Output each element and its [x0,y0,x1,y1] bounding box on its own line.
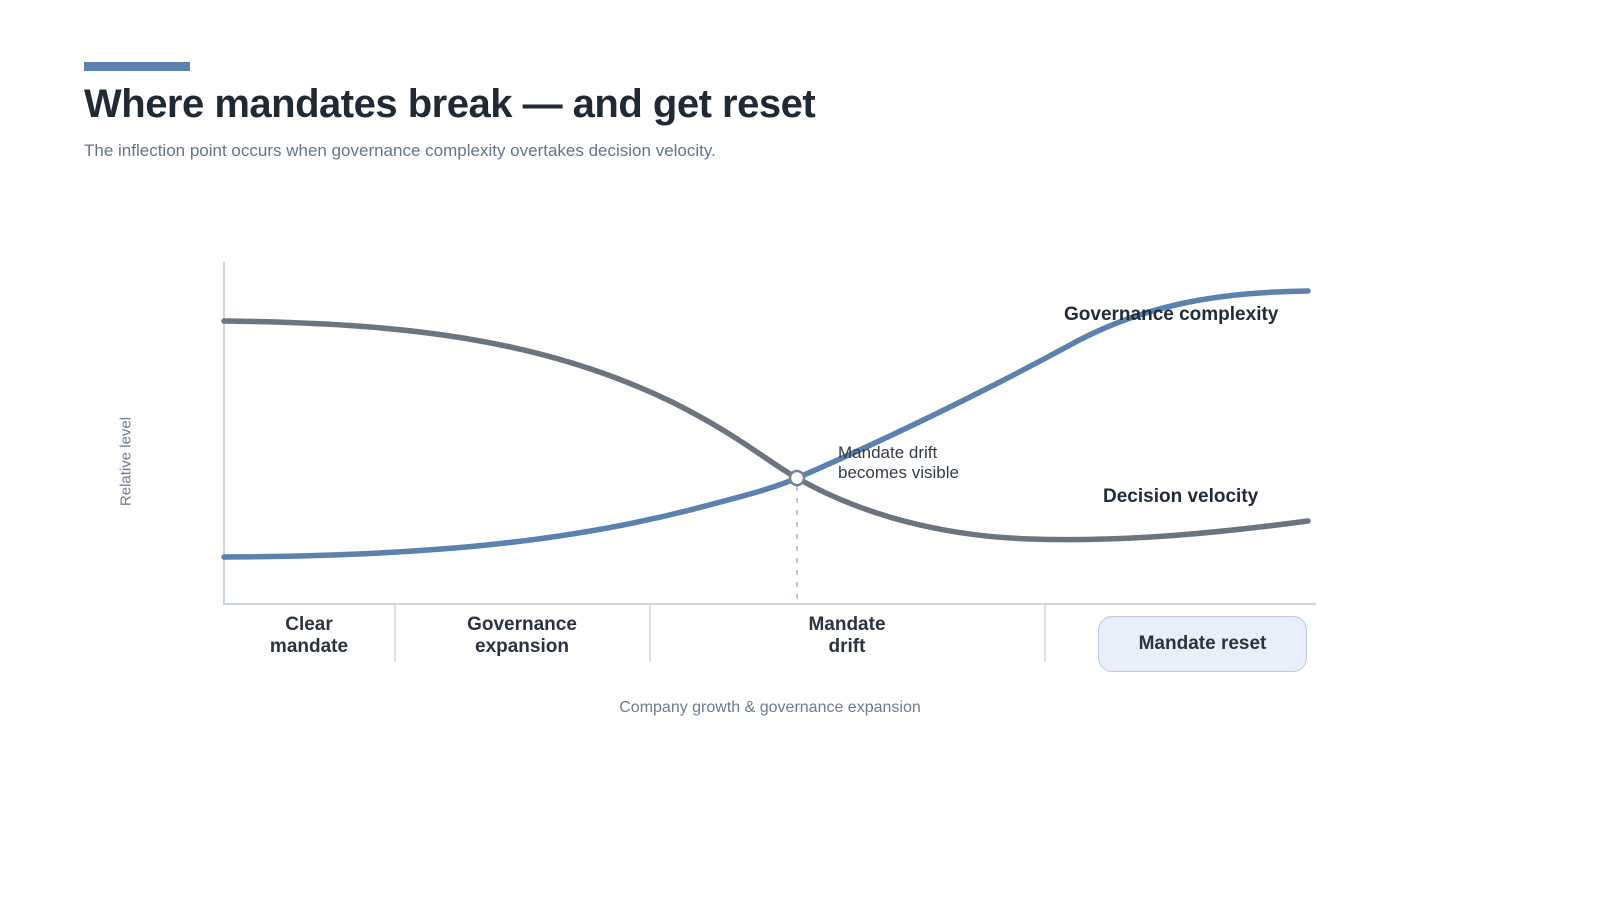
axis-line [223,262,1316,605]
phase-label-clear-mandate: Clear mandate [269,614,349,657]
accent-bar [84,62,190,71]
intersection-marker [788,469,806,487]
x-axis-caption: Company growth & governance expansion [619,699,921,716]
page-title: Where mandates break — and get reset [84,82,816,126]
curve-label-decision-velocity: Decision velocity [1103,486,1259,507]
curve-label-governance-complexity: Governance complexity [1064,304,1279,325]
page-subtitle: The inflection point occurs when governa… [84,141,716,160]
y-axis-label: Relative level [117,416,135,507]
phase-label-mandate-drift: Mandate drift [808,614,886,657]
mandate-reset-button[interactable]: Mandate reset [1098,616,1307,672]
phase-label-governance-expansion: Governance expansion [467,614,577,657]
annotation-mandate-drift: Mandate drift becomes visible [838,443,959,482]
